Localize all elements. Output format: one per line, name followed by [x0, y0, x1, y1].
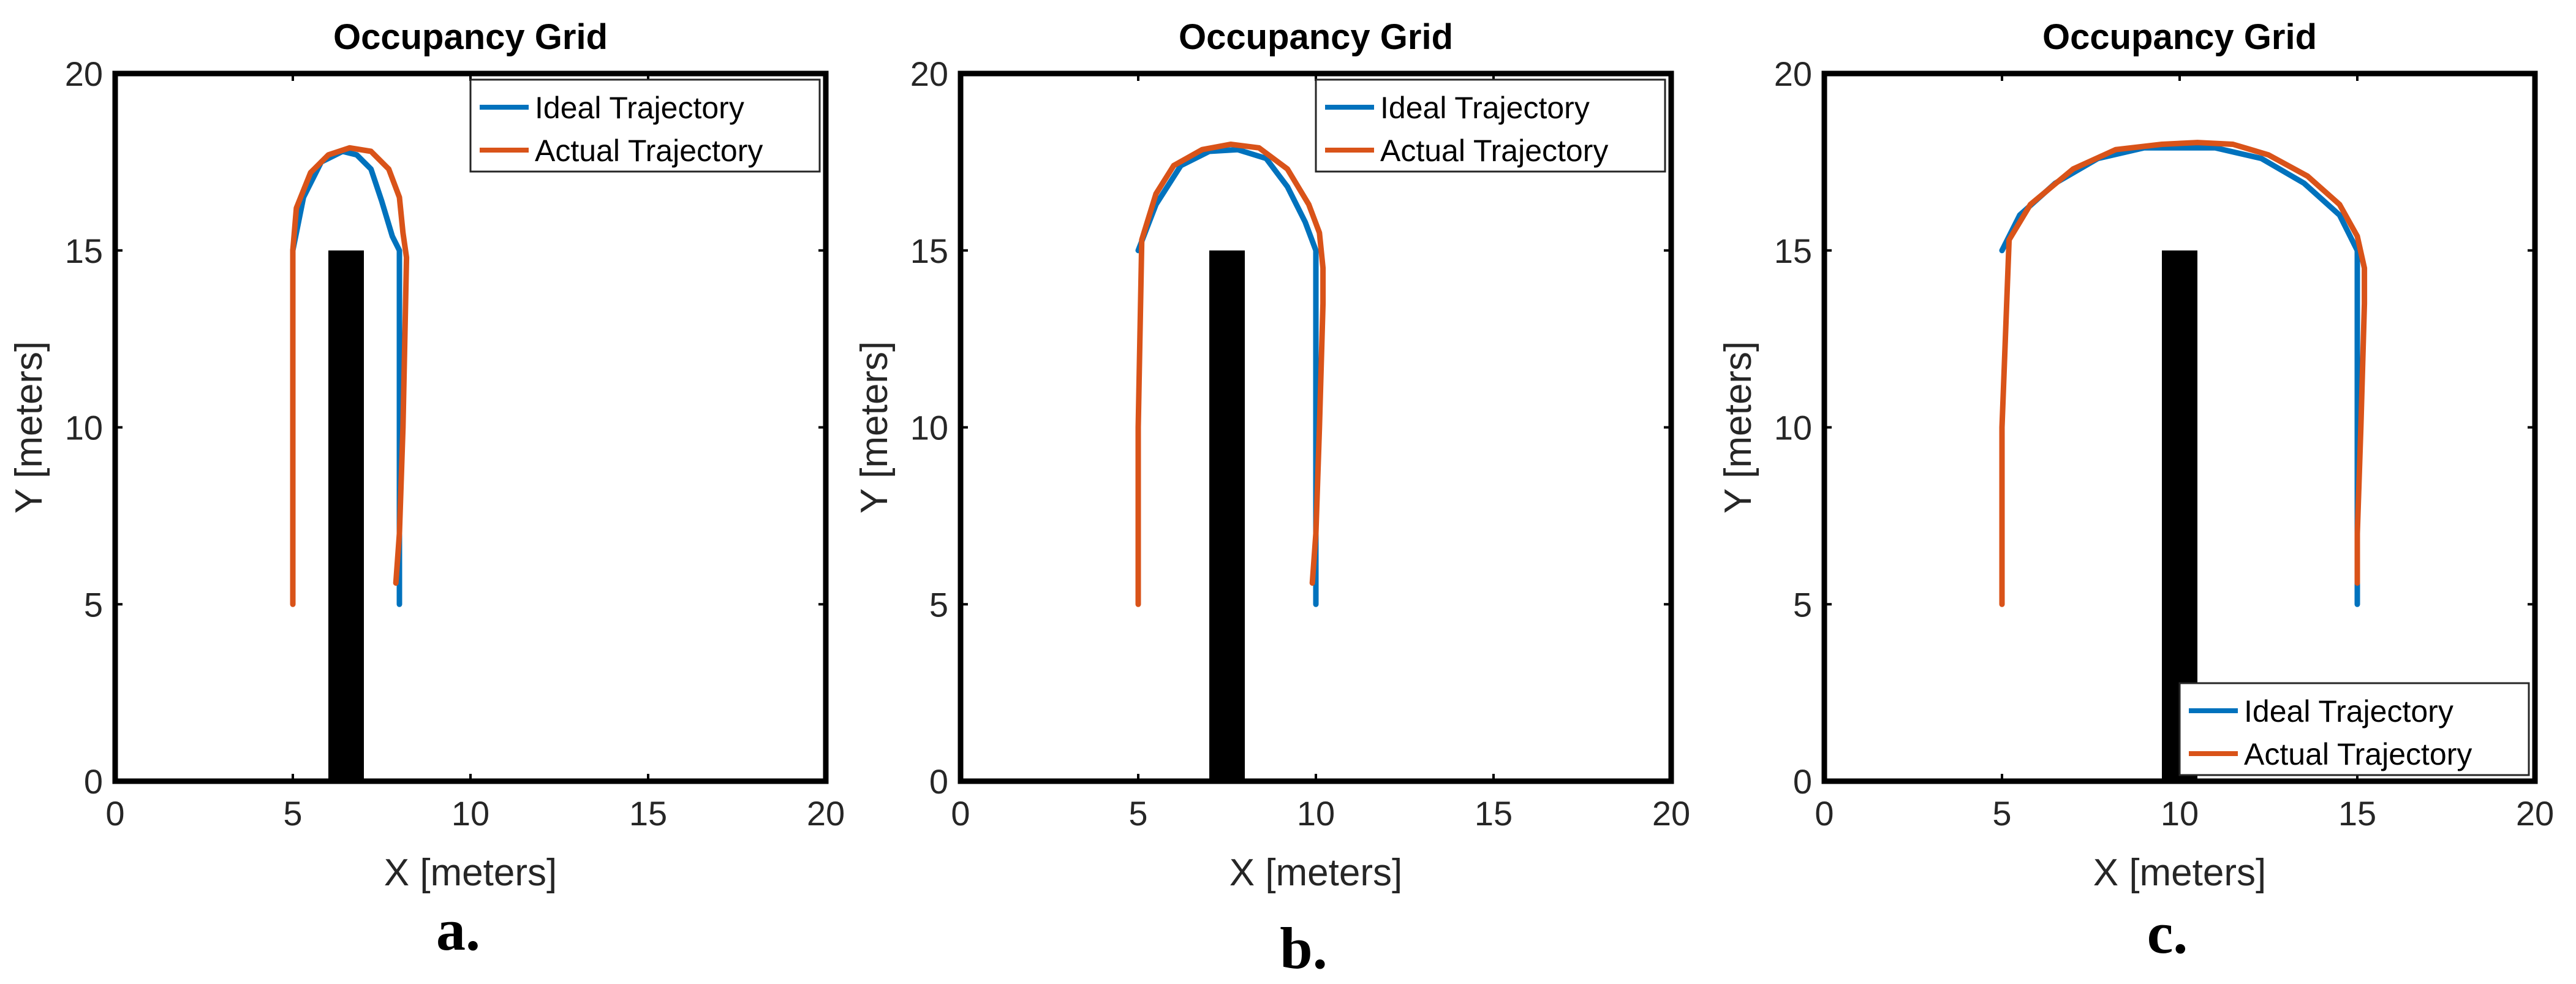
x-axis-label: X [meters]	[2093, 852, 2267, 894]
y-tick-label: 5	[1793, 585, 1812, 624]
y-tick-label: 10	[910, 409, 948, 447]
x-tick-label: 20	[1652, 794, 1690, 833]
x-tick-label: 10	[1297, 794, 1335, 833]
y-tick-label: 10	[1774, 409, 1812, 447]
y-tick-label: 5	[929, 585, 948, 624]
chart-title: Occupancy Grid	[2042, 17, 2317, 57]
legend-label: Actual Trajectory	[2244, 737, 2472, 771]
obstacle	[1209, 250, 1245, 781]
x-tick-label: 0	[105, 794, 124, 833]
panel-caption: b.	[1280, 915, 1327, 981]
legend-label: Ideal Trajectory	[2244, 694, 2453, 729]
x-tick-label: 5	[283, 794, 302, 833]
y-tick-label: 10	[65, 409, 103, 447]
y-tick-label: 0	[929, 762, 948, 801]
x-tick-label: 0	[951, 794, 970, 833]
x-tick-label: 15	[629, 794, 667, 833]
plot-area-border	[112, 70, 829, 784]
panel-caption: c.	[2147, 900, 2188, 966]
ideal-trajectory-line	[1135, 146, 1319, 607]
legend: Ideal Trajectory Actual Trajectory	[469, 78, 821, 173]
x-tick-label: 0	[1815, 794, 1834, 833]
legend-box	[469, 78, 821, 173]
chart-title: Occupancy Grid	[333, 17, 608, 57]
x-tick-label: 20	[807, 794, 845, 833]
y-tick-label: 15	[1774, 232, 1812, 270]
x-tick-label: 10	[451, 794, 489, 833]
legend: Ideal Trajectory Actual Trajectory	[1315, 78, 1666, 173]
y-tick-label: 0	[1793, 762, 1812, 801]
y-tick-label: 20	[65, 55, 103, 93]
legend: Ideal Trajectory Actual Trajectory	[2178, 682, 2530, 776]
y-axis-label: Y [meters]	[1717, 341, 1759, 513]
y-tick-label: 15	[910, 232, 948, 270]
panel-caption: a.	[436, 897, 480, 963]
y-axis-label: Y [meters]	[8, 341, 50, 513]
y-tick-label: 20	[910, 55, 948, 93]
legend-label: Actual Trajectory	[1380, 134, 1608, 168]
legend-label: Ideal Trajectory	[1380, 91, 1590, 125]
chart-panel-1: 0 5 10 15 20 0 5 10 15 20 Occupancy Grid X [meters]…	[8, 17, 845, 963]
chart-title: Occupancy Grid	[1179, 17, 1453, 57]
x-tick-label: 15	[1475, 794, 1513, 833]
legend-box	[1315, 78, 1666, 173]
x-tick-label: 5	[1992, 794, 2011, 833]
legend-label: Ideal Trajectory	[535, 91, 744, 125]
y-tick-label: 20	[1774, 55, 1812, 93]
chart-panel-3: 0 5 10 15 20 0 5 10 15 20 Occupancy Grid X [meters]…	[1717, 17, 2554, 966]
actual-trajectory-line	[290, 145, 410, 607]
x-axis-label: X [meters]	[384, 852, 557, 894]
y-tick-label: 15	[65, 232, 103, 270]
y-tick-label: 5	[84, 585, 103, 624]
ideal-trajectory-line	[290, 148, 402, 607]
legend-box	[2178, 682, 2530, 776]
x-tick-label: 20	[2516, 794, 2554, 833]
x-tick-label: 10	[2161, 794, 2199, 833]
actual-trajectory-line	[1999, 140, 2368, 607]
actual-trajectory-line	[1135, 142, 1326, 607]
x-axis-label: X [meters]	[1229, 852, 1403, 894]
x-tick-label: 5	[1128, 794, 1147, 833]
legend-label: Actual Trajectory	[535, 134, 763, 168]
obstacle	[328, 250, 364, 781]
chart-panel-2: 0 5 10 15 20 0 5 10 15 20 Occupancy Grid X [meters]…	[853, 17, 1690, 981]
x-tick-label: 15	[2338, 794, 2376, 833]
y-tick-label: 0	[84, 762, 103, 801]
y-axis-label: Y [meters]	[853, 341, 896, 513]
